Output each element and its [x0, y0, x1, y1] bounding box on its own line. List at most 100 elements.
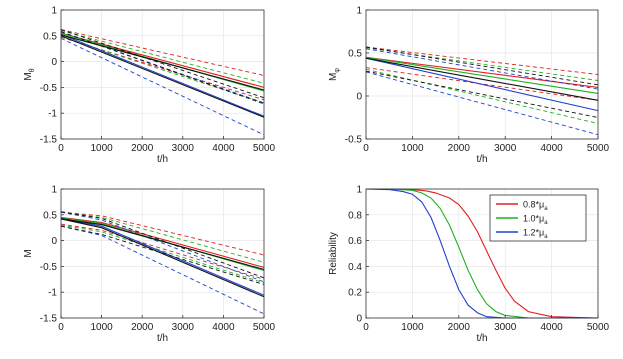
x-axis-label: t/h — [157, 333, 168, 344]
y-tick-label: -0.5 — [345, 135, 363, 146]
x-axis-label: t/h — [476, 333, 487, 344]
x-tick-label: 5000 — [253, 143, 276, 154]
x-axis-label: t/h — [476, 154, 487, 165]
y-tick-label: -0.5 — [40, 262, 58, 273]
series-line-9 — [365, 71, 599, 136]
y-tick-label: -1.5 — [40, 314, 58, 325]
y-tick-label: 0.8 — [348, 210, 362, 221]
subplot-2: 0 1000 2000 3000 4000 5000-0.500.51t/hMφ — [328, 6, 610, 166]
series-line-8 — [60, 211, 265, 283]
x-tick-label: 3000 — [494, 322, 517, 333]
series-line-7 — [365, 57, 599, 112]
plot-area — [365, 188, 599, 319]
x-tick-label: 1000 — [90, 322, 113, 333]
series-line-12 — [60, 35, 265, 118]
x-tick-label: 4000 — [540, 143, 563, 154]
series-line-8 — [365, 48, 599, 90]
legend-label-subscript: a — [544, 234, 548, 240]
subplot-3: 0 1000 2000 3000 4000 5000 -1.5 -1 -0.5 0 0.5 1 t/h M — [23, 185, 276, 345]
series-line-9 — [60, 225, 265, 315]
plot-area — [60, 29, 265, 136]
series-line-1 — [60, 216, 265, 268]
series-line-2 — [365, 46, 599, 75]
series-line-6 — [60, 224, 265, 284]
series-line-10 — [365, 57, 599, 101]
y-axis-label: Reliability — [328, 232, 339, 275]
y-tick-label: -1 — [48, 288, 57, 299]
x-tick-label: 2000 — [448, 143, 471, 154]
series-line-13 — [60, 225, 265, 285]
x-tick-label: 0 — [58, 143, 64, 154]
y-tick-label: 0.4 — [348, 262, 362, 273]
y-tick-label: 1 — [356, 185, 362, 196]
plot-area — [60, 211, 265, 315]
x-tick-label: 3000 — [172, 322, 195, 333]
y-axis-label-subscript: θ — [29, 68, 36, 72]
legend-label: 1.2*μa — [523, 228, 548, 241]
y-tick-label: -0.5 — [40, 83, 58, 94]
series-line-9 — [60, 37, 265, 136]
series-line-1 — [366, 188, 599, 319]
y-tick-label: 1 — [51, 185, 57, 196]
y-axis-label: M — [23, 249, 34, 257]
series-line-3 — [60, 223, 265, 280]
x-tick-label: 3000 — [172, 143, 195, 154]
y-tick-label: 1 — [356, 6, 362, 17]
y-tick-label: 0 — [356, 92, 362, 103]
x-tick-label: 1000 — [401, 143, 424, 154]
x-tick-label: 5000 — [587, 322, 610, 333]
x-tick-label: 1000 — [401, 322, 424, 333]
series-line-11 — [60, 31, 265, 105]
y-tick-label: 0.2 — [348, 288, 362, 299]
y-tick-label: 0.5 — [43, 31, 57, 42]
series-line-10 — [60, 218, 265, 271]
y-tick-label: 0 — [356, 314, 362, 325]
x-tick-label: 1000 — [90, 143, 113, 154]
axes-frame — [60, 9, 265, 140]
legend: 0.8*μa1.0*μa1.2*μa — [489, 194, 587, 242]
series-line-4 — [365, 56, 599, 94]
x-tick-label: 0 — [58, 322, 64, 333]
series-line-7 — [60, 33, 265, 117]
series-line-13 — [60, 29, 265, 99]
y-tick-label: 0.5 — [348, 49, 362, 60]
series-line-12 — [60, 218, 265, 298]
x-tick-label: 5000 — [587, 143, 610, 154]
y-tick-label: 0.6 — [348, 236, 362, 247]
axes-frame — [365, 9, 599, 140]
x-tick-label: 5000 — [253, 322, 276, 333]
axes-frame — [60, 188, 265, 319]
series-line-11 — [60, 211, 265, 279]
y-tick-label: 0.5 — [43, 210, 57, 221]
x-tick-label: 4000 — [212, 143, 235, 154]
legend-label: 1.0*μa — [523, 214, 548, 227]
x-tick-label: 2000 — [131, 143, 154, 154]
x-tick-label: 2000 — [448, 322, 471, 333]
series-line-2 — [366, 188, 598, 319]
x-tick-label: 4000 — [540, 322, 563, 333]
y-tick-label: -1 — [48, 109, 57, 120]
legend-label: 0.8*μa — [523, 200, 548, 213]
y-tick-label: -1.5 — [40, 135, 58, 146]
axes-frame — [365, 188, 599, 319]
series-line-6 — [365, 68, 599, 124]
x-tick-label: 3000 — [494, 143, 517, 154]
series-line-3 — [365, 188, 598, 319]
x-tick-label: 2000 — [131, 322, 154, 333]
y-tick-label: 0 — [51, 236, 57, 247]
series-line-1 — [60, 32, 265, 88]
legend-label-subscript: a — [544, 206, 548, 212]
x-tick-label: 0 — [363, 322, 369, 333]
series-line-12 — [365, 70, 599, 118]
subplot-4: 0 1000 2000 3000 4000 5000 0 0.2 0.4 0.6 0.8 1 t/h Re… — [328, 185, 610, 345]
subplot-1: 0 1000 2000 3000 4000 5000-1.5-1-0.500.51t/hM… — [23, 6, 276, 166]
x-tick-label: 0 — [363, 143, 369, 154]
y-tick-label: 1 — [51, 6, 57, 17]
y-axis-label-subscript: φ — [334, 68, 341, 73]
x-axis-label: t/h — [157, 154, 168, 165]
y-tick-label: 0 — [51, 57, 57, 68]
x-tick-label: 4000 — [212, 322, 235, 333]
legend-label-subscript: a — [544, 220, 548, 226]
plot-area — [365, 46, 599, 136]
